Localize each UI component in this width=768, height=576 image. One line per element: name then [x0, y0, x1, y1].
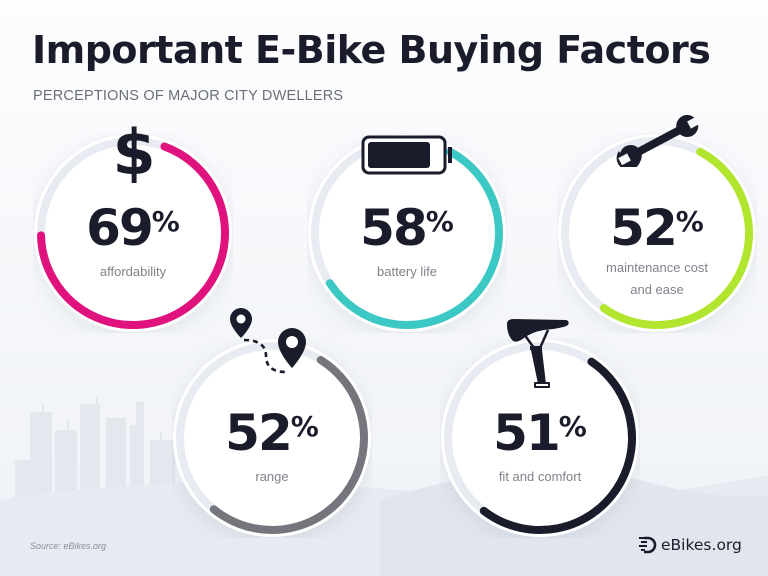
svg-text:$: $ [115, 121, 153, 183]
wrench-icon [616, 115, 700, 167]
bike-saddle-icon [507, 319, 569, 388]
brand-logo[interactable]: eBikes.org [638, 536, 742, 554]
ebikes-logo-icon [639, 536, 657, 554]
source-note: Source: eBikes.org [30, 541, 107, 551]
gauge-range: 52% range [172, 308, 372, 538]
progress-ring [34, 134, 232, 332]
gauge-maintenance: 52% maintenance cost and ease [557, 115, 757, 333]
route-pins-icon [230, 308, 306, 374]
gauge-fit-comfort: 51% fit and comfort [440, 319, 640, 538]
gauge-value: 58% [360, 199, 454, 257]
gauge-value: 51% [493, 404, 587, 462]
gauge-battery-life: 58% battery life [307, 133, 507, 333]
brand-name: eBikes.org [661, 536, 742, 554]
gauge-value: 52% [610, 199, 704, 257]
progress-ring [441, 339, 639, 537]
gauge-label: range [255, 469, 289, 484]
battery-icon [361, 135, 452, 175]
gauge-label: fit and comfort [498, 469, 582, 484]
gauge-label: battery life [377, 264, 437, 279]
gauge-affordability: $ 69% affordability [33, 121, 233, 333]
dollar-icon: $ [115, 121, 153, 183]
gauge-value: 69% [86, 199, 180, 257]
gauge-label-line2: and ease [630, 282, 684, 297]
progress-ring [173, 339, 371, 537]
progress-ring [558, 134, 756, 332]
gauge-label: maintenance cost [606, 260, 708, 275]
gauge-label: affordability [99, 264, 167, 279]
gauge-value: 52% [225, 404, 319, 462]
page-subtitle: PERCEPTIONS OF MAJOR CITY DWELLERS [33, 88, 344, 104]
page-title: Important E-Bike Buying Factors [32, 28, 711, 72]
